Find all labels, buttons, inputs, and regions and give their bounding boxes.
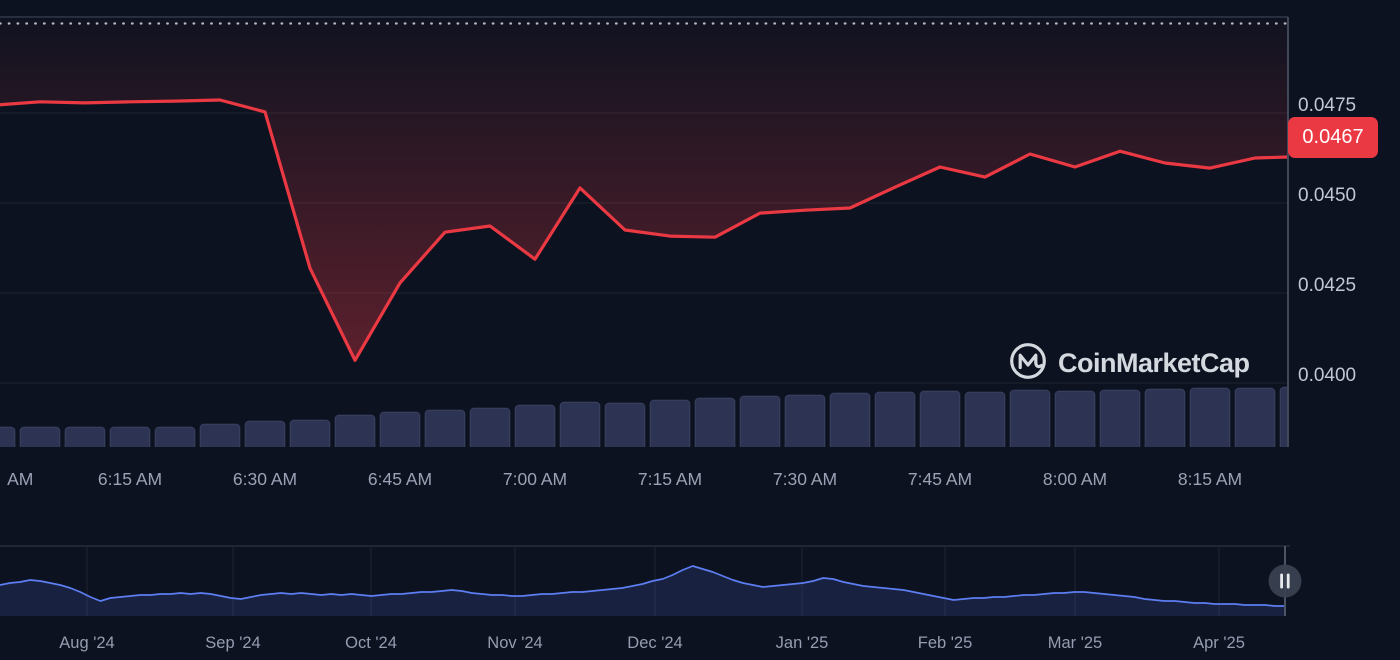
- range-handle-circle[interactable]: [1268, 564, 1302, 598]
- y-axis-labels: 0.0475 0.0450 0.0425 0.0400: [1298, 95, 1356, 386]
- month-tick-label: Nov '24: [487, 634, 542, 652]
- x-tick-label: AM: [7, 469, 33, 489]
- range-navigator[interactable]: [0, 546, 1285, 616]
- month-tick-label: Feb '25: [918, 634, 973, 652]
- volume-bar: [19, 426, 61, 447]
- volume-bar: [64, 426, 106, 447]
- month-tick-label: Mar '25: [1048, 634, 1103, 652]
- x-axis-labels: AM 6:15 AM 6:30 AM 6:45 AM 7:00 AM 7:15 AM 7:3…: [7, 469, 1242, 489]
- volume-bar: [469, 407, 511, 447]
- month-tick-label: Sep '24: [205, 634, 260, 652]
- volume-bar: [1099, 389, 1141, 447]
- range-handle[interactable]: [1268, 564, 1302, 598]
- range-handle-grip-icon: [1280, 573, 1283, 589]
- month-tick-label: Oct '24: [345, 634, 397, 652]
- x-tick-label: 6:15 AM: [98, 469, 162, 489]
- volume-bar: [514, 404, 556, 447]
- current-price-badge: 0.0467: [1288, 117, 1378, 158]
- x-tick-label: 8:15 AM: [1178, 469, 1242, 489]
- month-tick-label: Dec '24: [627, 634, 682, 652]
- volume-bar: [379, 411, 421, 447]
- volume-bar: [1279, 386, 1288, 447]
- navigator-plot-group: [0, 565, 1285, 616]
- volume-bar: [649, 399, 691, 447]
- volume-bar: [829, 392, 871, 447]
- volume-bar: [334, 414, 376, 447]
- x-tick-label: 7:00 AM: [503, 469, 567, 489]
- price-area-fill: [0, 20, 1288, 361]
- y-tick-label: 0.0425: [1298, 275, 1356, 296]
- volume-bar: [559, 401, 601, 447]
- y-tick-label: 0.0450: [1298, 185, 1356, 206]
- volume-bar: [1009, 389, 1051, 447]
- volume-bar: [289, 419, 331, 447]
- volume-bar: [424, 409, 466, 447]
- range-handle-grip-icon: [1286, 573, 1290, 589]
- volume-bar: [694, 397, 736, 447]
- x-tick-label: 6:30 AM: [233, 469, 297, 489]
- month-tick-label: Jan '25: [776, 634, 829, 652]
- watermark-text: CoinMarketCap: [1058, 348, 1250, 378]
- x-tick-label: 6:45 AM: [368, 469, 432, 489]
- x-tick-label: 7:15 AM: [638, 469, 702, 489]
- volume-bar: [604, 402, 646, 447]
- month-tick-label: Apr '25: [1193, 634, 1245, 652]
- navigator-line: [0, 565, 1285, 607]
- volume-bar: [1189, 387, 1231, 447]
- y-tick-label: 0.0400: [1298, 365, 1356, 386]
- volume-bar: [1054, 390, 1096, 447]
- volume-bar: [1144, 388, 1186, 447]
- price-plot-group: [0, 20, 1288, 447]
- volume-bar: [964, 391, 1006, 447]
- x-tick-label: 7:30 AM: [773, 469, 837, 489]
- volume-bar: [1234, 387, 1276, 447]
- volume-bar: [154, 426, 196, 447]
- navigator-gridlines: [86, 547, 1220, 616]
- volume-bar: [199, 423, 241, 447]
- volume-bar: [0, 426, 16, 447]
- navigator-area-fill: [0, 566, 1285, 616]
- x-tick-label: 7:45 AM: [908, 469, 972, 489]
- price-chart-plot[interactable]: [0, 17, 1288, 447]
- y-tick-label: 0.0475: [1298, 95, 1356, 116]
- price-line: [0, 98, 1288, 362]
- current-price-value: 0.0467: [1302, 126, 1364, 148]
- x-tick-label: 8:00 AM: [1043, 469, 1107, 489]
- volume-bar: [784, 394, 826, 447]
- volume-bar: [244, 420, 286, 447]
- volume-bar: [109, 426, 151, 447]
- volume-bar: [739, 395, 781, 447]
- month-tick-label: Aug '24: [59, 634, 114, 652]
- volume-bar: [874, 391, 916, 447]
- navigator-month-labels: Aug '24 Sep '24 Oct '24 Nov '24 Dec '24 Jan '…: [59, 634, 1245, 652]
- coinmarketcap-logo-icon: [1010, 343, 1046, 379]
- volume-bar: [919, 390, 961, 447]
